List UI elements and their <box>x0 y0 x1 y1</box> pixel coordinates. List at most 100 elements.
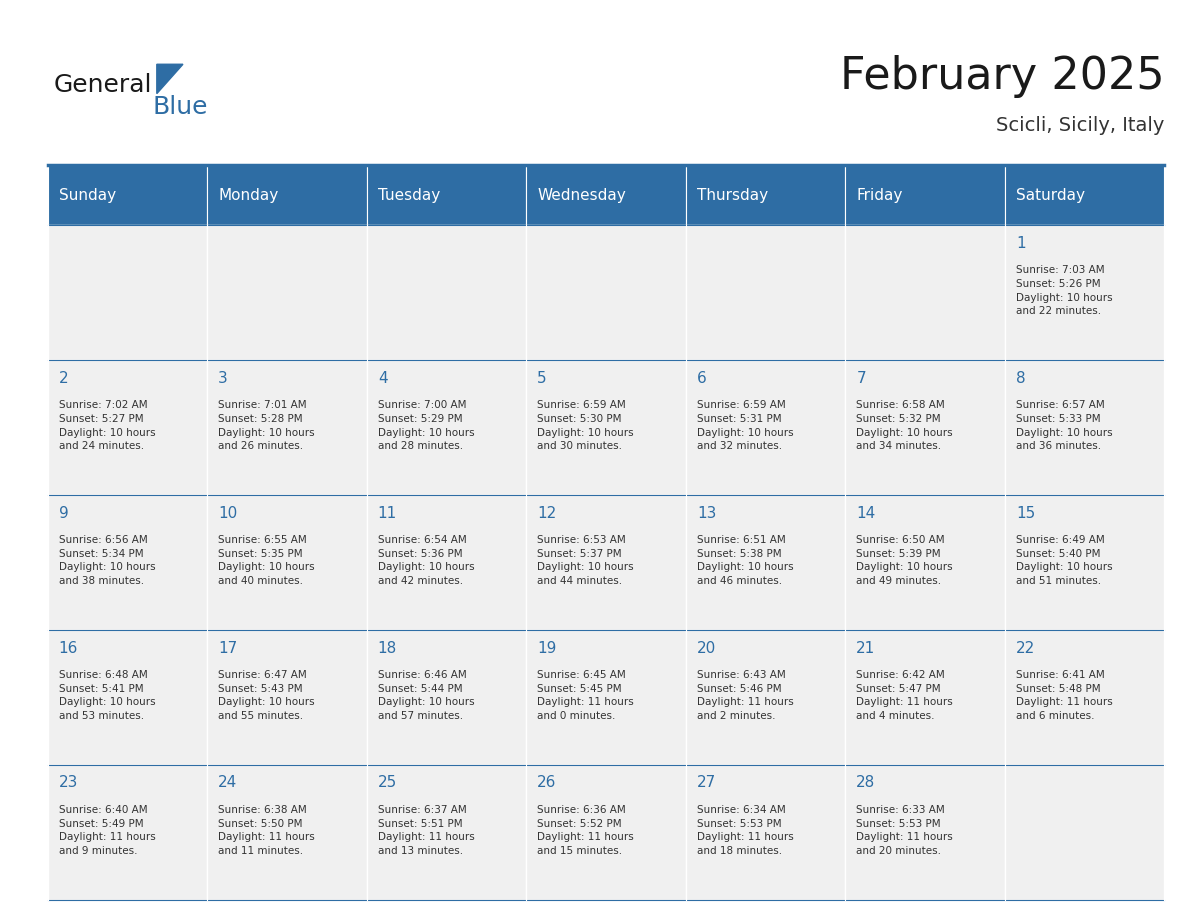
Bar <box>367 495 526 630</box>
Text: 25: 25 <box>378 776 397 790</box>
Text: 24: 24 <box>219 776 238 790</box>
Text: Sunrise: 6:57 AM
Sunset: 5:33 PM
Daylight: 10 hours
and 36 minutes.: Sunrise: 6:57 AM Sunset: 5:33 PM Dayligh… <box>1016 400 1112 451</box>
Text: Scicli, Sicily, Italy: Scicli, Sicily, Italy <box>996 117 1164 135</box>
Bar <box>48 165 207 225</box>
Text: 10: 10 <box>219 506 238 521</box>
Bar <box>685 165 845 225</box>
Text: 22: 22 <box>1016 641 1035 655</box>
Bar <box>1005 165 1164 225</box>
Bar <box>207 225 367 360</box>
Polygon shape <box>157 64 183 94</box>
Text: 18: 18 <box>378 641 397 655</box>
Bar <box>207 165 367 225</box>
Bar <box>526 495 685 630</box>
Bar <box>367 165 526 225</box>
Text: Sunrise: 6:58 AM
Sunset: 5:32 PM
Daylight: 10 hours
and 34 minutes.: Sunrise: 6:58 AM Sunset: 5:32 PM Dayligh… <box>857 400 953 451</box>
Bar <box>207 495 367 630</box>
Text: 14: 14 <box>857 506 876 521</box>
Text: Sunrise: 6:47 AM
Sunset: 5:43 PM
Daylight: 10 hours
and 55 minutes.: Sunrise: 6:47 AM Sunset: 5:43 PM Dayligh… <box>219 670 315 721</box>
Bar <box>685 765 845 900</box>
Text: 4: 4 <box>378 371 387 386</box>
Bar <box>1005 225 1164 360</box>
Text: 3: 3 <box>219 371 228 386</box>
Bar <box>48 225 207 360</box>
Bar <box>207 630 367 765</box>
Text: 12: 12 <box>537 506 556 521</box>
Bar <box>207 765 367 900</box>
Text: 28: 28 <box>857 776 876 790</box>
Text: 21: 21 <box>857 641 876 655</box>
Text: Sunrise: 7:01 AM
Sunset: 5:28 PM
Daylight: 10 hours
and 26 minutes.: Sunrise: 7:01 AM Sunset: 5:28 PM Dayligh… <box>219 400 315 451</box>
Bar <box>685 225 845 360</box>
Text: Thursday: Thursday <box>697 187 767 203</box>
Text: 17: 17 <box>219 641 238 655</box>
Bar <box>48 360 207 495</box>
Bar <box>685 495 845 630</box>
Text: General: General <box>53 73 152 97</box>
Text: Sunrise: 6:54 AM
Sunset: 5:36 PM
Daylight: 10 hours
and 42 minutes.: Sunrise: 6:54 AM Sunset: 5:36 PM Dayligh… <box>378 535 474 586</box>
Bar <box>526 765 685 900</box>
Text: 11: 11 <box>378 506 397 521</box>
Bar <box>1005 360 1164 495</box>
Text: Sunrise: 7:03 AM
Sunset: 5:26 PM
Daylight: 10 hours
and 22 minutes.: Sunrise: 7:03 AM Sunset: 5:26 PM Dayligh… <box>1016 265 1112 316</box>
Text: 7: 7 <box>857 371 866 386</box>
Text: Sunrise: 6:59 AM
Sunset: 5:30 PM
Daylight: 10 hours
and 30 minutes.: Sunrise: 6:59 AM Sunset: 5:30 PM Dayligh… <box>537 400 634 451</box>
Text: Sunrise: 6:38 AM
Sunset: 5:50 PM
Daylight: 11 hours
and 11 minutes.: Sunrise: 6:38 AM Sunset: 5:50 PM Dayligh… <box>219 805 315 856</box>
Text: Sunrise: 6:55 AM
Sunset: 5:35 PM
Daylight: 10 hours
and 40 minutes.: Sunrise: 6:55 AM Sunset: 5:35 PM Dayligh… <box>219 535 315 586</box>
Text: Sunrise: 6:48 AM
Sunset: 5:41 PM
Daylight: 10 hours
and 53 minutes.: Sunrise: 6:48 AM Sunset: 5:41 PM Dayligh… <box>58 670 156 721</box>
Text: Sunrise: 6:33 AM
Sunset: 5:53 PM
Daylight: 11 hours
and 20 minutes.: Sunrise: 6:33 AM Sunset: 5:53 PM Dayligh… <box>857 805 953 856</box>
Bar <box>526 630 685 765</box>
Text: 2: 2 <box>58 371 69 386</box>
Bar <box>1005 765 1164 900</box>
Text: Saturday: Saturday <box>1016 187 1085 203</box>
Bar <box>48 495 207 630</box>
Bar <box>1005 495 1164 630</box>
Bar <box>48 630 207 765</box>
Bar <box>367 765 526 900</box>
Text: Sunrise: 6:37 AM
Sunset: 5:51 PM
Daylight: 11 hours
and 13 minutes.: Sunrise: 6:37 AM Sunset: 5:51 PM Dayligh… <box>378 805 474 856</box>
Bar <box>367 225 526 360</box>
Text: Sunday: Sunday <box>58 187 115 203</box>
Text: 23: 23 <box>58 776 78 790</box>
Bar <box>207 360 367 495</box>
Text: Sunrise: 6:49 AM
Sunset: 5:40 PM
Daylight: 10 hours
and 51 minutes.: Sunrise: 6:49 AM Sunset: 5:40 PM Dayligh… <box>1016 535 1112 586</box>
Bar <box>685 360 845 495</box>
Text: Tuesday: Tuesday <box>378 187 440 203</box>
Text: February 2025: February 2025 <box>840 55 1164 97</box>
Bar <box>845 630 1005 765</box>
Bar <box>367 360 526 495</box>
Bar <box>1005 630 1164 765</box>
Text: 8: 8 <box>1016 371 1025 386</box>
Bar <box>845 495 1005 630</box>
Bar <box>526 360 685 495</box>
Text: Sunrise: 6:53 AM
Sunset: 5:37 PM
Daylight: 10 hours
and 44 minutes.: Sunrise: 6:53 AM Sunset: 5:37 PM Dayligh… <box>537 535 634 586</box>
Text: 20: 20 <box>697 641 716 655</box>
Text: 15: 15 <box>1016 506 1035 521</box>
Text: Sunrise: 6:45 AM
Sunset: 5:45 PM
Daylight: 11 hours
and 0 minutes.: Sunrise: 6:45 AM Sunset: 5:45 PM Dayligh… <box>537 670 634 721</box>
Text: 1: 1 <box>1016 236 1025 251</box>
Text: Sunrise: 7:00 AM
Sunset: 5:29 PM
Daylight: 10 hours
and 28 minutes.: Sunrise: 7:00 AM Sunset: 5:29 PM Dayligh… <box>378 400 474 451</box>
Bar <box>526 165 685 225</box>
Text: Sunrise: 6:43 AM
Sunset: 5:46 PM
Daylight: 11 hours
and 2 minutes.: Sunrise: 6:43 AM Sunset: 5:46 PM Dayligh… <box>697 670 794 721</box>
Text: Sunrise: 6:41 AM
Sunset: 5:48 PM
Daylight: 11 hours
and 6 minutes.: Sunrise: 6:41 AM Sunset: 5:48 PM Dayligh… <box>1016 670 1113 721</box>
Text: 6: 6 <box>697 371 707 386</box>
Bar <box>845 165 1005 225</box>
Text: Sunrise: 6:56 AM
Sunset: 5:34 PM
Daylight: 10 hours
and 38 minutes.: Sunrise: 6:56 AM Sunset: 5:34 PM Dayligh… <box>58 535 156 586</box>
Text: Sunrise: 6:50 AM
Sunset: 5:39 PM
Daylight: 10 hours
and 49 minutes.: Sunrise: 6:50 AM Sunset: 5:39 PM Dayligh… <box>857 535 953 586</box>
Bar <box>845 765 1005 900</box>
Text: Sunrise: 6:59 AM
Sunset: 5:31 PM
Daylight: 10 hours
and 32 minutes.: Sunrise: 6:59 AM Sunset: 5:31 PM Dayligh… <box>697 400 794 451</box>
Text: 19: 19 <box>537 641 557 655</box>
Text: Sunrise: 6:42 AM
Sunset: 5:47 PM
Daylight: 11 hours
and 4 minutes.: Sunrise: 6:42 AM Sunset: 5:47 PM Dayligh… <box>857 670 953 721</box>
Bar <box>48 765 207 900</box>
Text: Friday: Friday <box>857 187 903 203</box>
Text: 26: 26 <box>537 776 557 790</box>
Text: Blue: Blue <box>152 95 208 119</box>
Text: 27: 27 <box>697 776 716 790</box>
Text: Sunrise: 6:34 AM
Sunset: 5:53 PM
Daylight: 11 hours
and 18 minutes.: Sunrise: 6:34 AM Sunset: 5:53 PM Dayligh… <box>697 805 794 856</box>
Text: 9: 9 <box>58 506 69 521</box>
Text: Sunrise: 6:51 AM
Sunset: 5:38 PM
Daylight: 10 hours
and 46 minutes.: Sunrise: 6:51 AM Sunset: 5:38 PM Dayligh… <box>697 535 794 586</box>
Bar <box>367 630 526 765</box>
Bar <box>845 360 1005 495</box>
Text: Wednesday: Wednesday <box>537 187 626 203</box>
Bar <box>685 630 845 765</box>
